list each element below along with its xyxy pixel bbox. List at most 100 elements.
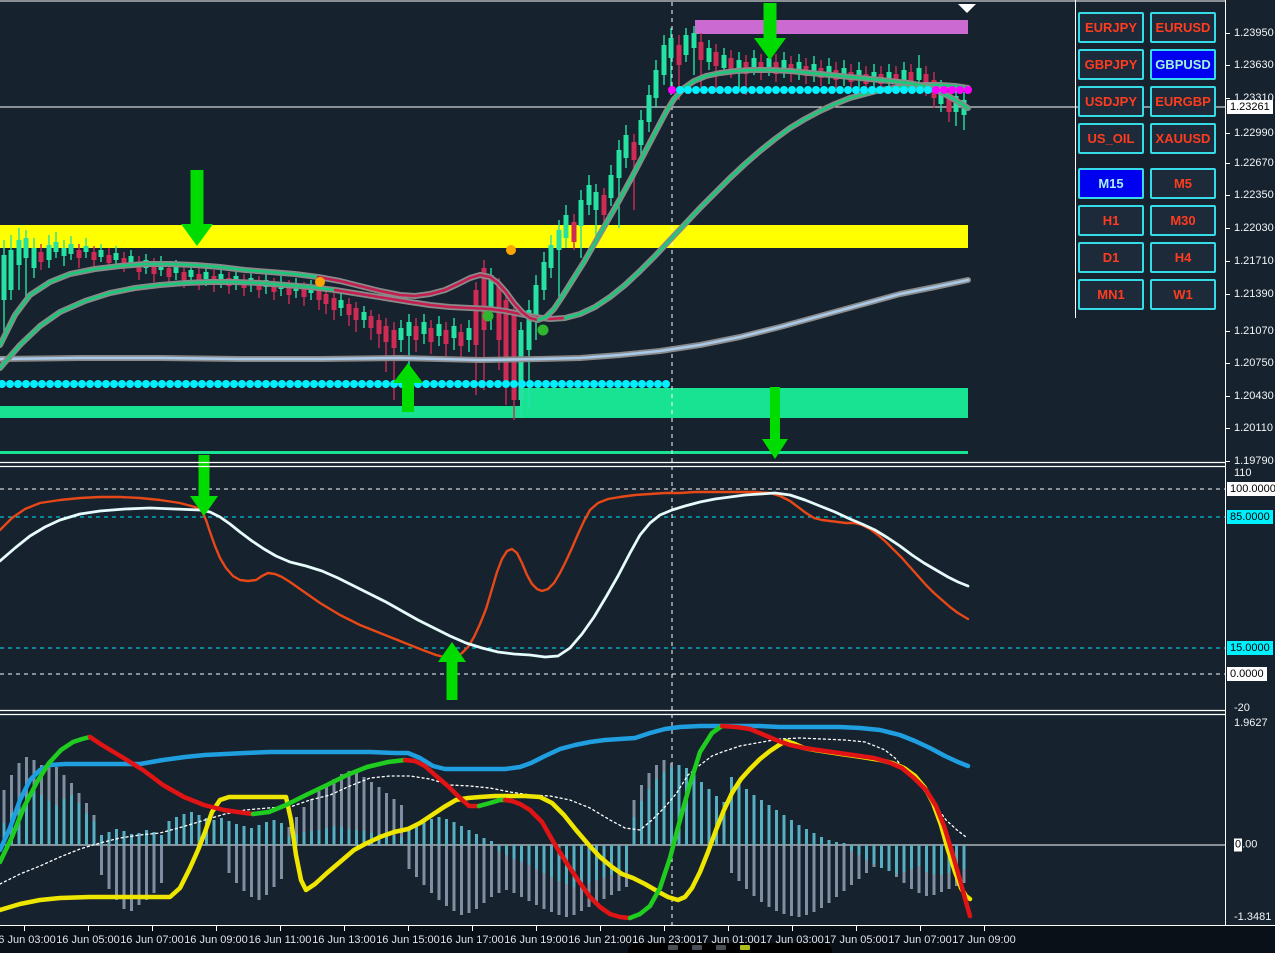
candle-body — [938, 88, 944, 104]
histogram-bar-teal — [632, 817, 636, 845]
time-axis-label: 16 Jun 21:00 — [568, 934, 632, 946]
pair-button-us_oil[interactable]: US_OIL — [1078, 123, 1144, 154]
oscillator-level-label: 15.0000 — [1227, 641, 1273, 655]
signal-dot-row — [46, 380, 54, 388]
candle-body — [631, 142, 637, 160]
signal-dot-row — [566, 380, 574, 388]
timeframe-button-m15[interactable]: M15 — [1078, 168, 1144, 199]
candle-body — [571, 222, 577, 242]
taskbar-icon — [692, 945, 702, 950]
signal-dot-row — [812, 86, 820, 94]
time-axis-tick — [280, 926, 281, 931]
timeframe-button-m30[interactable]: M30 — [1150, 205, 1216, 236]
histogram-bar-gray — [280, 845, 283, 879]
histogram-bar-gray — [295, 817, 298, 845]
histogram-bar-gray — [317, 791, 321, 845]
signal-dot-row — [662, 380, 670, 388]
candle-body — [106, 255, 112, 263]
pair-button-gbpusd[interactable]: GBPUSD — [1150, 49, 1216, 80]
timeframe-button-h1[interactable]: H1 — [1078, 205, 1144, 236]
price-axis-label: 1.23630 — [1234, 59, 1274, 71]
candle-body — [751, 58, 757, 68]
candle-body — [151, 265, 157, 274]
timeframe-button-w1[interactable]: W1 — [1150, 279, 1216, 310]
timeframe-button-d1[interactable]: D1 — [1078, 242, 1144, 273]
price-axis-tick — [1226, 396, 1230, 397]
pair-button-eurgbp[interactable]: EURGBP — [1150, 86, 1216, 117]
signal-dot-row — [932, 86, 940, 94]
histogram-bar-gray — [100, 845, 103, 875]
histogram-bar-gray — [160, 845, 163, 883]
histogram-bar-gray — [152, 845, 156, 893]
signal-dot-row — [254, 380, 262, 388]
histogram-bar-gray — [767, 845, 771, 907]
pair-button-xauusd[interactable]: XAUUSD — [1150, 123, 1216, 154]
buy-arrow-icon — [438, 642, 466, 700]
signal-dot-row — [382, 380, 390, 388]
macd-dotted-line — [0, 737, 967, 885]
signal-dot-row — [278, 380, 286, 388]
histogram-bar-gray — [437, 845, 441, 900]
histogram-bar-gray — [775, 845, 778, 911]
signal-dot-row — [86, 380, 94, 388]
chart-canvas[interactable] — [0, 0, 1225, 925]
signal-dot-row — [94, 380, 102, 388]
histogram-bar-teal — [520, 845, 523, 862]
histogram-bar-gray — [857, 845, 861, 879]
pair-button-eurjpy[interactable]: EURJPY — [1078, 12, 1144, 43]
histogram-bar-teal — [955, 845, 958, 871]
histogram-bar-gray — [827, 845, 831, 903]
time-axis-tick — [728, 926, 729, 931]
pair-button-gbpjpy[interactable]: GBPJPY — [1078, 49, 1144, 80]
histogram-bar-gray — [490, 845, 493, 897]
histogram-bar-teal — [107, 832, 111, 845]
time-axis-label: 16 Jun 05:00 — [56, 934, 120, 946]
signal-dot-row — [676, 86, 684, 94]
histogram-bar-gray — [475, 845, 478, 909]
signal-dot-row — [860, 86, 868, 94]
histogram-bar-gray — [460, 845, 463, 915]
candle-body — [188, 270, 194, 277]
histogram-bar-teal — [182, 814, 186, 845]
histogram-bar-teal — [122, 831, 126, 845]
price-axis-tick — [1226, 133, 1230, 134]
pair-button-eurusd[interactable]: EURUSD — [1150, 12, 1216, 43]
candle-body — [173, 266, 179, 273]
histogram-bar-gray — [745, 845, 748, 889]
timeframe-button-mn1[interactable]: MN1 — [1078, 279, 1144, 310]
sell-arrow-icon — [181, 170, 213, 246]
time-axis-label: 16 Jun 13:00 — [312, 934, 376, 946]
timeframe-button-m5[interactable]: M5 — [1150, 168, 1216, 199]
histogram-bar-teal — [887, 845, 891, 871]
signal-dot-row — [494, 380, 502, 388]
signal-dot-row — [374, 380, 382, 388]
candle-body — [181, 272, 187, 280]
signal-dot-row — [788, 86, 796, 94]
time-axis-label: 17 Jun 05:00 — [824, 934, 888, 946]
candle-body — [23, 238, 29, 258]
histogram-bar-teal — [257, 825, 261, 845]
price-axis[interactable]: 1.23261 1.23950 1.23630 1.23310 1.22990 1.22… — [1225, 0, 1275, 925]
price-axis-label: 1.21390 — [1234, 288, 1274, 300]
signal-dot-row — [14, 380, 22, 388]
histogram-bar-teal — [550, 845, 553, 877]
signal-dot-row — [38, 380, 46, 388]
histogram-bar-teal — [385, 835, 388, 845]
candle-body — [443, 330, 449, 344]
histogram-bar-teal — [820, 837, 823, 845]
histogram-bar-teal — [467, 830, 471, 845]
signal-dot-row — [54, 380, 62, 388]
histogram-bar-teal — [797, 825, 801, 845]
price-axis-tick — [1226, 331, 1230, 332]
signal-dot-row — [716, 86, 724, 94]
candle-body — [473, 290, 479, 345]
candle-body — [286, 286, 292, 295]
time-axis-tick — [536, 926, 537, 931]
histogram-bar-gray — [820, 845, 823, 908]
histogram-bar-teal — [362, 831, 366, 845]
timeframe-button-h4[interactable]: H4 — [1150, 242, 1216, 273]
signal-dot-row — [590, 380, 598, 388]
signal-dot-row — [158, 380, 166, 388]
pair-button-usdjpy[interactable]: USDJPY — [1078, 86, 1144, 117]
histogram-bar-teal — [700, 782, 703, 845]
